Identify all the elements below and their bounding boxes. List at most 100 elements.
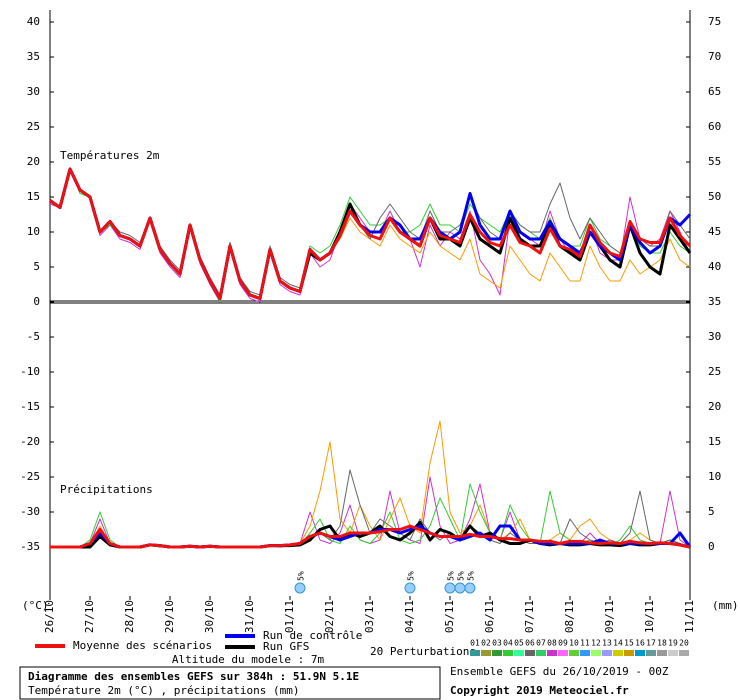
x-tick-label: 28/10 — [123, 600, 136, 633]
perturbation-swatch — [635, 650, 645, 656]
y-tick-label: -35 — [20, 540, 40, 553]
perturbation-code: 20 — [679, 639, 689, 648]
y-tick-label: 10 — [27, 225, 40, 238]
perturbation-code: 16 — [635, 639, 645, 648]
y-tick-label: 0 — [33, 295, 40, 308]
legend-label: Run de contrôle — [263, 629, 362, 642]
perturbation-swatch — [679, 650, 689, 656]
perturbation-code: 05 — [514, 639, 524, 648]
y2-tick-label: 70 — [708, 50, 721, 63]
perturbation-code: 12 — [591, 639, 601, 648]
snow-label: 5% — [467, 571, 476, 581]
snow-label: 5% — [447, 571, 456, 581]
perturbation-code: 14 — [613, 639, 623, 648]
x-tick-label: 31/10 — [243, 600, 256, 633]
x-tick-label: 30/10 — [203, 600, 216, 633]
perturbation-code: 11 — [580, 639, 590, 648]
y2-tick-label: 40 — [708, 260, 721, 273]
y-tick-label: 15 — [27, 190, 40, 203]
perturbation-swatch — [569, 650, 579, 656]
perturbation-code: 17 — [646, 639, 656, 648]
x-tick-label: 11/11 — [683, 600, 696, 633]
snow-marker — [454, 582, 466, 594]
perturbation-swatch — [547, 650, 557, 656]
perturbation-code: 18 — [657, 639, 667, 648]
perturbation-swatch — [536, 650, 546, 656]
perturbation-code: 13 — [602, 639, 612, 648]
y-tick-label: 30 — [27, 85, 40, 98]
perturbation-swatch — [514, 650, 524, 656]
perturbation-swatch — [613, 650, 623, 656]
perturbation-code: 02 — [481, 639, 491, 648]
x-tick-label: 02/11 — [323, 600, 336, 633]
y2-tick-label: 0 — [708, 540, 715, 553]
snow-marker — [294, 582, 306, 594]
y-tick-label: 20 — [27, 155, 40, 168]
y2-tick-label: 45 — [708, 225, 721, 238]
perturbation-code: 19 — [668, 639, 678, 648]
perturbation-swatch — [503, 650, 513, 656]
perturbation-swatch — [492, 650, 502, 656]
perturbation-swatch — [668, 650, 678, 656]
snow-label: 5% — [457, 571, 466, 581]
x-tick-label: 08/11 — [563, 600, 576, 633]
snow-label: 5% — [297, 571, 306, 581]
x-tick-label: 05/11 — [443, 600, 456, 633]
x-tick-label: 07/11 — [523, 600, 536, 633]
perturbation-code: 07 — [536, 639, 546, 648]
snow-marker — [404, 582, 416, 594]
precipitation-line — [50, 524, 691, 549]
y2-tick-label: 10 — [708, 470, 721, 483]
y2-tick-label: 55 — [708, 155, 721, 168]
perturbation-swatch — [646, 650, 656, 656]
perturbation-swatch — [558, 650, 568, 656]
perturbation-swatch — [580, 650, 590, 656]
x-tick-label: 27/10 — [83, 600, 96, 633]
title: Diagramme des ensembles GEFS sur 384h : … — [28, 670, 359, 683]
y2-tick-label: 15 — [708, 435, 721, 448]
perturbation-code: 03 — [492, 639, 502, 648]
perturbation-code: 01 — [470, 639, 480, 648]
run-info: Ensemble GEFS du 26/10/2019 - 00Z — [450, 665, 669, 678]
subtitle: Température 2m (°C) , précipitations (mm… — [28, 684, 300, 697]
section-label: Températures 2m — [60, 149, 160, 162]
perturbation-swatch — [470, 650, 480, 656]
y2-tick-label: 5 — [708, 505, 715, 518]
y-tick-label: -15 — [20, 400, 40, 413]
perturbation-code: 09 — [558, 639, 568, 648]
y-tick-label: 5 — [33, 260, 40, 273]
y2-axis-label: (mm) — [712, 599, 739, 612]
perturbation-swatch — [624, 650, 634, 656]
snow-label: 5% — [407, 571, 416, 581]
copyright: Copyright 2019 Meteociel.fr — [450, 684, 629, 697]
y-tick-label: 35 — [27, 50, 40, 63]
y2-tick-label: 60 — [708, 120, 721, 133]
y2-tick-label: 25 — [708, 365, 721, 378]
perturbation-code: 15 — [624, 639, 634, 648]
y-tick-label: 40 — [27, 15, 40, 28]
perturbation-swatch — [481, 650, 491, 656]
snow-marker — [464, 582, 476, 594]
section-label: Précipitations — [60, 483, 153, 496]
y2-tick-label: 35 — [708, 295, 721, 308]
perturbation-swatch — [591, 650, 601, 656]
perturbation-swatch — [525, 650, 535, 656]
y-tick-label: -5 — [27, 330, 40, 343]
y-axis-label: (°C) — [22, 599, 49, 612]
y2-tick-label: 30 — [708, 330, 721, 343]
x-tick-label: 09/11 — [603, 600, 616, 633]
snow-marker — [444, 582, 456, 594]
x-tick-label: 04/11 — [403, 600, 416, 633]
x-tick-label: 01/11 — [283, 600, 296, 633]
perturbation-swatch — [602, 650, 612, 656]
perturbation-code: 10 — [569, 639, 579, 648]
y-tick-label: 25 — [27, 120, 40, 133]
x-tick-label: 29/10 — [163, 600, 176, 633]
y2-tick-label: 65 — [708, 85, 721, 98]
perturbation-swatch — [657, 650, 667, 656]
x-tick-label: 06/11 — [483, 600, 496, 633]
altitude: Altitude du modele : 7m — [172, 653, 325, 666]
title-box — [19, 666, 441, 700]
